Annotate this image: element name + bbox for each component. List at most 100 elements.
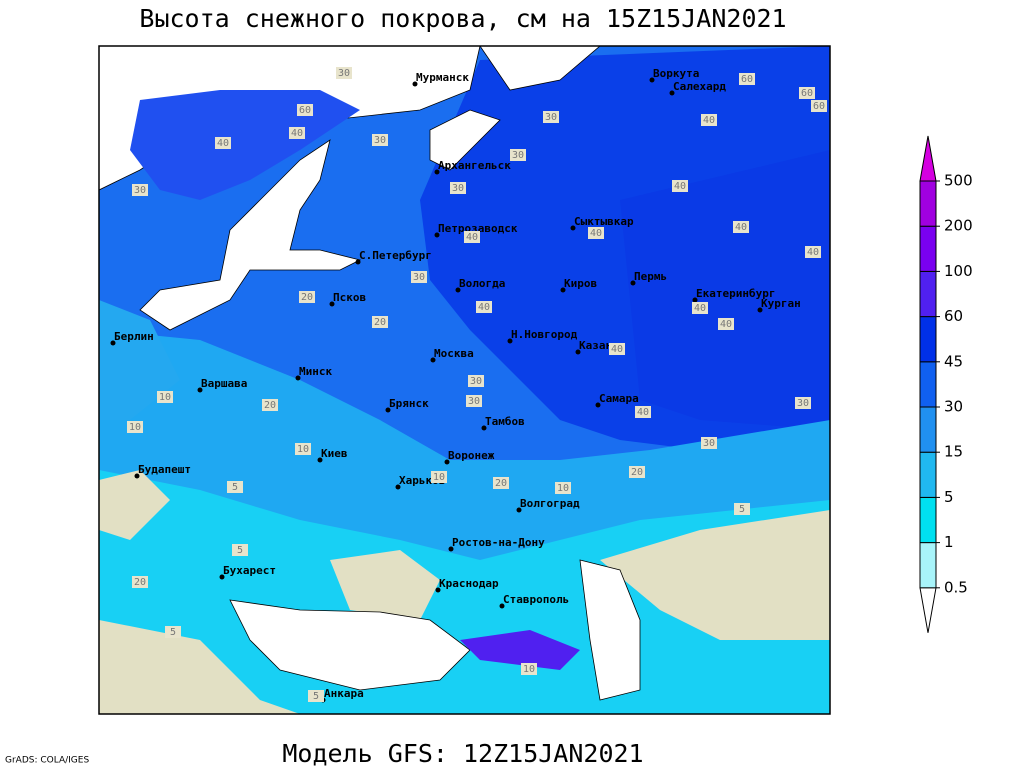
contour-label: 20 [374,317,386,328]
contour-label: 30 [374,135,386,146]
city-label: Тамбов [485,415,525,428]
contour-label-box [132,184,148,196]
contour-label-box [510,149,526,161]
contour-label-box [739,73,755,85]
contour-label-box [692,302,708,314]
contour-label-box [466,395,482,407]
city-label: Ставрополь [503,593,569,606]
contour-label: 30 [134,185,146,196]
contour-label-box [165,626,181,638]
contour-label: 30 [797,398,809,409]
city-label: Вологда [459,277,505,290]
title: Высота снежного покрова, см на 15Z15JAN2… [139,4,786,33]
contour-label-box [701,114,717,126]
contour-label-box [476,301,492,313]
caspian-sea [579,559,641,701]
contour-label: 5 [313,691,319,702]
colorbar-cap-top [919,135,937,182]
contour-label: 5 [232,482,238,493]
contour-label: 30 [468,396,480,407]
contour-label-box [336,67,352,79]
west-snow [99,300,180,420]
contour-label: 60 [741,74,753,85]
contour-label: 20 [301,292,313,303]
contour-label: 30 [413,272,425,283]
contour-label: 5 [237,545,243,556]
city-dot [757,307,763,313]
city-label: Самара [599,392,639,405]
city-dot [395,484,401,490]
contour-label: 5 [739,504,745,515]
colorbar-label: 500 [944,172,973,190]
contour-label-box [308,690,324,702]
city-label: Сыктывкар [574,215,634,228]
colorbar-label: 200 [944,217,973,235]
colorbar-label: 60 [944,307,963,325]
contour-label: 60 [813,101,825,112]
contour-label-box [718,318,734,330]
contour-label: 10 [433,472,445,483]
city-dot [499,603,505,609]
contour-label: 40 [637,407,649,418]
city-label: Мурманск [416,71,469,84]
contour-label-box [799,87,815,99]
city-label: Краснодар [439,577,499,590]
city-label: Петрозаводск [438,222,518,235]
contour-label: 40 [674,181,686,192]
contour-label-box [127,421,143,433]
city-dot [669,90,675,96]
contour-label-box [289,127,305,139]
city-label: Варшава [201,377,247,390]
contour-label: 30 [452,183,464,194]
no-snow [600,510,830,640]
city-label: С.Петербург [359,249,432,262]
city-dot [329,301,335,307]
city-label: Воронеж [448,449,495,462]
credit: GrADS: COLA/IGES [5,756,89,766]
contour-label-box [227,481,243,493]
deep-snow-east [620,150,830,430]
contour-label-box [734,503,750,515]
city-dot [219,574,225,580]
city-dot [570,225,576,231]
city-dot [317,457,323,463]
contour-label-box [521,663,537,675]
colorbar-cap-bottom [919,587,937,633]
contour-label: 40 [611,344,623,355]
city-label: Салехард [673,80,726,93]
contour-label: 30 [545,112,557,123]
contour-label: 40 [217,138,229,149]
colorbar-label: 45 [944,352,963,370]
contour-label: 20 [495,478,507,489]
colorbar-label: 15 [944,443,963,461]
city-label: Пермь [634,270,667,283]
contour-label: 40 [720,319,732,330]
city-dot [430,357,436,363]
colorbar-band [919,180,937,227]
contour-label-box [299,291,315,303]
city-dot [560,287,566,293]
contour-label: 10 [557,483,569,494]
city-label: Брянск [389,397,429,410]
city-dot [448,546,454,552]
contour-label-box [372,134,388,146]
contour-label: 5 [170,627,176,638]
city-dot [434,169,440,175]
contour-label: 40 [478,302,490,313]
contour-label-box [464,231,480,243]
city-label: Ростов-на-Дону [452,536,545,549]
city-label: Анкара [324,687,364,700]
contour-label-box [132,576,148,588]
city-label: Киев [321,447,348,460]
contour-label-box [543,111,559,123]
contour-label-box [555,482,571,494]
contour-label: 60 [801,88,813,99]
city-label: Берлин [114,330,154,343]
contour-label-box [629,466,645,478]
colorbar-label: 30 [944,398,963,416]
city-dot [110,340,116,346]
city-dot [692,297,698,303]
no-snow [330,550,440,620]
